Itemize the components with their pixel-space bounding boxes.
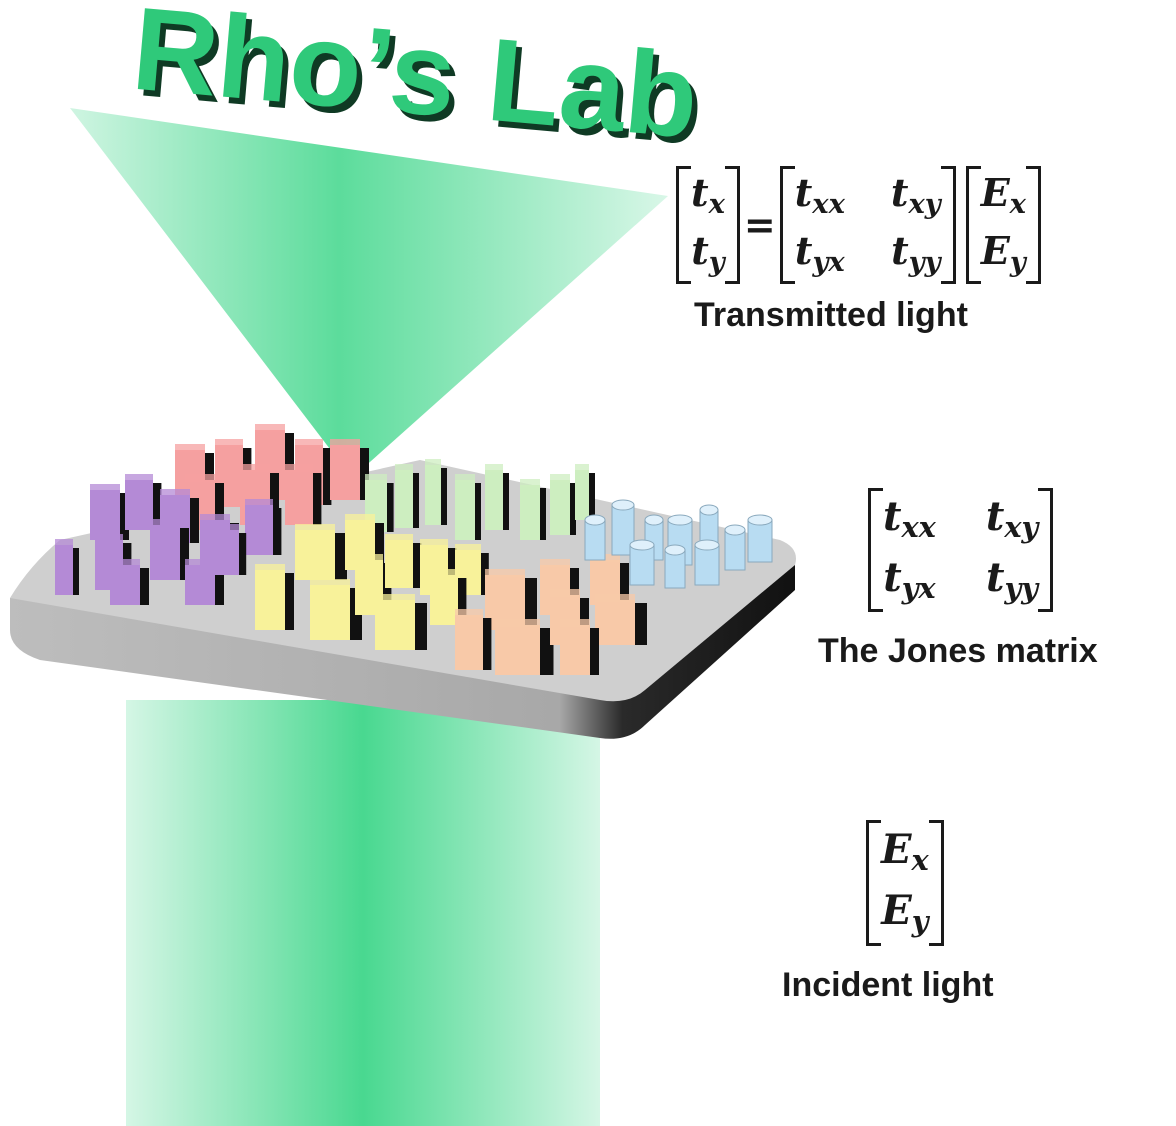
pillar-cylinder: [584, 514, 606, 561]
pillar-cylinder: [611, 499, 635, 556]
pillar-green: [520, 479, 546, 540]
transmitted-light-cone: [70, 108, 668, 478]
pillar-red: [330, 439, 369, 500]
jones-matrix: txx txy tyx tyy: [868, 488, 1054, 612]
vec-ty: t: [691, 228, 709, 273]
pillar-purple: [215, 524, 247, 575]
pillar-green: [485, 464, 509, 530]
pillar-purple: [90, 484, 129, 540]
pillar-peach: [495, 619, 554, 675]
pillar-purple: [185, 559, 224, 605]
pillar-yellow: [255, 564, 294, 630]
bracket-right: [724, 166, 740, 284]
nanopillar-array: [55, 424, 773, 675]
jones-matrix-label: The Jones matrix: [818, 632, 1098, 670]
pillar-cylinder: [629, 539, 655, 586]
pillar-peach: [455, 609, 492, 670]
pillar-purple: [55, 539, 79, 595]
pillar-yellow: [385, 534, 422, 588]
pillar-peach: [560, 619, 599, 675]
pillar-cylinder: [747, 514, 773, 563]
pillar-purple: [245, 499, 282, 555]
pillar-green: [455, 474, 481, 540]
pillar-green: [575, 464, 595, 520]
pillar-green: [550, 474, 576, 535]
pillar-yellow: [295, 524, 347, 580]
pillar-red: [285, 464, 322, 525]
equals-sign: =: [743, 203, 776, 247]
pillar-cylinder: [694, 539, 720, 586]
pillar-purple: [125, 474, 162, 530]
pillar-purple: [150, 519, 189, 580]
incident-vector: Ex Ey: [866, 820, 944, 946]
transmitted-equation: tx ty = txx txy tyx tyy Ex Ey: [676, 166, 1041, 284]
bracket-left: [676, 166, 691, 284]
pillar-yellow: [430, 569, 467, 625]
input-vector: Ex Ey: [980, 169, 1026, 278]
pillar-green: [395, 464, 419, 528]
pillar-cylinder: [664, 544, 686, 589]
pillar-peach: [595, 594, 647, 645]
pillar-yellow: [375, 594, 427, 650]
bracket-right: [940, 166, 956, 284]
incident-beam: [126, 700, 600, 1126]
transmitted-light-label: Transmitted light: [694, 296, 968, 334]
output-vector: tx ty: [691, 169, 725, 278]
bracket-right: [1025, 166, 1041, 284]
pillar-yellow: [310, 579, 362, 640]
pillar-purple: [110, 559, 149, 605]
vec-tx: t: [691, 169, 709, 215]
jones-matrix-inline: txx txy tyx tyy: [794, 169, 941, 278]
bracket-left: [779, 166, 795, 284]
incident-light-label: Incident light: [782, 966, 994, 1004]
pillar-cylinder: [724, 524, 746, 571]
pillar-green: [425, 459, 447, 525]
bracket-left: [965, 166, 981, 284]
